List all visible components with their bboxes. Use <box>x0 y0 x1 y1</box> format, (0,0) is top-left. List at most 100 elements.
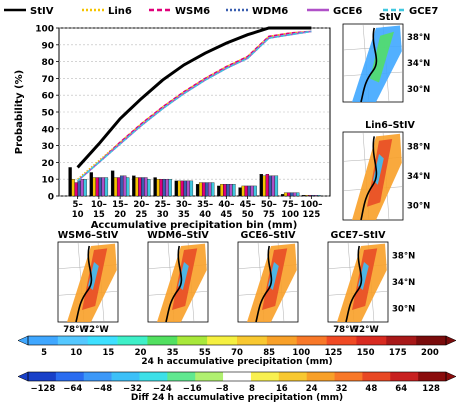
bar <box>119 175 124 197</box>
x-tick-label: 45– <box>240 200 256 210</box>
colorbar-segment <box>28 372 57 381</box>
colorbar-segment <box>416 336 447 345</box>
colorbar-tick-label: 8 <box>249 384 255 394</box>
colorbars: 5 10 15 20 35 55 70 85 100 125 150 175 200 24 h accum… <box>17 335 457 403</box>
bars <box>68 167 321 197</box>
bar <box>95 177 100 197</box>
bar <box>122 175 127 197</box>
colorbar-tick-label: −32 <box>123 384 142 394</box>
colorbar-tick-label: −8 <box>216 384 229 394</box>
map-panels: StIV 38°N 34°N 30°N Lin6–StIV 38°N 34°N 30°N WSM… <box>57 12 430 335</box>
colorbar-tick-label: 64 <box>395 384 407 394</box>
map-title: Lin6–StIV <box>365 120 415 131</box>
bar <box>265 174 270 197</box>
bar <box>156 179 160 197</box>
bar <box>247 185 251 197</box>
map-title: GCE7–StIV <box>331 230 387 241</box>
colorbar-segment <box>334 372 363 381</box>
colorbar-tick-label: 150 <box>357 348 375 358</box>
bar <box>229 184 233 197</box>
coastline <box>165 245 183 323</box>
bar <box>162 179 166 197</box>
bar <box>104 177 109 197</box>
colorbar: −128 −64 −48 −32 −24 −16 −8 8 16 24 32 48 64 128 Diff … <box>17 371 457 403</box>
y-tick-label: 80 <box>41 58 54 68</box>
bar <box>198 182 203 197</box>
series-line <box>77 30 312 182</box>
colorbar-segment <box>147 336 178 345</box>
x-axis-label: Accumulative precipitation bin (mm) <box>91 220 298 231</box>
colorbar-segment <box>195 372 224 381</box>
colorbar-segment <box>386 336 417 345</box>
colorbar-segment <box>117 336 148 345</box>
colorbar-extend-left <box>17 335 29 346</box>
bar <box>135 177 139 197</box>
bar <box>165 179 169 197</box>
bar <box>271 175 276 197</box>
y-tick-label: 20 <box>41 159 54 169</box>
bar <box>286 192 291 197</box>
colorbar-tick-label: 85 <box>263 348 275 358</box>
colorbar-tick-label: −64 <box>63 384 82 394</box>
colorbar-segment <box>57 336 89 345</box>
bar <box>89 172 94 197</box>
colorbar-segment <box>167 372 196 381</box>
colorbar-segment <box>418 372 447 381</box>
colorbar-segment <box>207 336 238 345</box>
colorbar-tick-label: 48 <box>365 384 377 394</box>
colorbar-tick-label: 5 <box>41 348 47 358</box>
x-tick-label: 45 <box>220 210 232 220</box>
x-tick-label: 20– <box>133 200 149 210</box>
bar <box>113 177 118 197</box>
bar <box>125 177 130 197</box>
bar <box>141 177 145 197</box>
bar <box>244 185 248 197</box>
colorbar-segment <box>390 372 419 381</box>
bar <box>238 187 242 197</box>
legend-label: Lin6 <box>108 6 132 17</box>
map-title: GCE6–StIV <box>241 230 297 241</box>
bar <box>317 195 321 197</box>
colorbar-segment <box>177 336 208 345</box>
colorbar-tick-label: −24 <box>153 384 172 394</box>
bar <box>305 195 309 197</box>
bar <box>144 177 148 197</box>
bar <box>262 175 267 197</box>
colorbar-tick-label: 125 <box>325 348 343 358</box>
colorbar-tick-label: 20 <box>135 348 147 358</box>
coastline <box>345 245 363 323</box>
lat-label: 38°N <box>392 251 415 261</box>
colorbar-tick-label: −128 <box>30 384 55 394</box>
coastline <box>75 245 93 323</box>
bar <box>71 179 75 197</box>
bar <box>195 184 200 197</box>
colorbar-label: 24 h accumulative precipitation (mm) <box>141 357 332 367</box>
bar <box>210 182 215 197</box>
bar <box>223 184 227 197</box>
bar <box>201 182 206 197</box>
map-panel: GCE7–StIV 38°N 34°N 30°N 78°W72°W <box>327 230 415 335</box>
lon-label: 78°W <box>333 325 359 335</box>
colorbar-segment <box>266 336 298 345</box>
colorbar-segment <box>139 372 168 381</box>
y-axis-label: Probability (%) <box>14 70 25 154</box>
colorbar-tick-label: 35 <box>167 348 179 358</box>
bar <box>295 192 300 197</box>
y-tick-label: 10 <box>41 176 54 186</box>
colorbar-tick-label: −16 <box>183 384 202 394</box>
colorbar-tick-label: 15 <box>102 348 114 358</box>
bar <box>159 179 163 197</box>
bar <box>220 184 224 197</box>
bar <box>253 185 257 197</box>
colorbar-tick-label: 10 <box>70 348 82 358</box>
y-tick-label: 90 <box>41 41 54 51</box>
bar <box>186 180 191 197</box>
bar <box>302 195 306 197</box>
colorbar-tick-label: 24 <box>306 384 318 394</box>
colorbar-segment <box>250 372 280 381</box>
bar <box>250 185 254 197</box>
x-tick-label: 50– <box>261 200 277 210</box>
coastline <box>360 136 378 221</box>
